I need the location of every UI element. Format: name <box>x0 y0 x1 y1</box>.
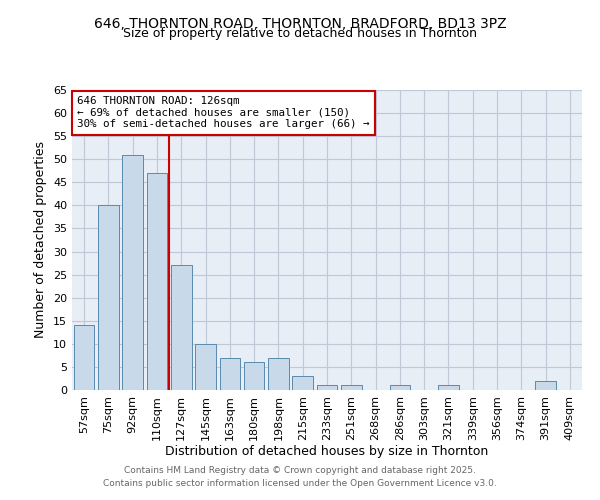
Text: 646, THORNTON ROAD, THORNTON, BRADFORD, BD13 3PZ: 646, THORNTON ROAD, THORNTON, BRADFORD, … <box>94 18 506 32</box>
Bar <box>171 266 191 390</box>
Bar <box>535 381 556 390</box>
Bar <box>438 386 459 390</box>
Bar <box>244 362 265 390</box>
Y-axis label: Number of detached properties: Number of detached properties <box>34 142 47 338</box>
Bar <box>98 206 119 390</box>
X-axis label: Distribution of detached houses by size in Thornton: Distribution of detached houses by size … <box>166 446 488 458</box>
Text: Contains HM Land Registry data © Crown copyright and database right 2025.
Contai: Contains HM Land Registry data © Crown c… <box>103 466 497 487</box>
Bar <box>341 386 362 390</box>
Bar <box>74 326 94 390</box>
Bar <box>122 154 143 390</box>
Bar <box>389 386 410 390</box>
Bar <box>292 376 313 390</box>
Bar <box>146 173 167 390</box>
Text: Size of property relative to detached houses in Thornton: Size of property relative to detached ho… <box>123 28 477 40</box>
Text: 646 THORNTON ROAD: 126sqm
← 69% of detached houses are smaller (150)
30% of semi: 646 THORNTON ROAD: 126sqm ← 69% of detac… <box>77 96 370 129</box>
Bar <box>268 358 289 390</box>
Bar <box>317 386 337 390</box>
Bar <box>220 358 240 390</box>
Bar <box>195 344 216 390</box>
